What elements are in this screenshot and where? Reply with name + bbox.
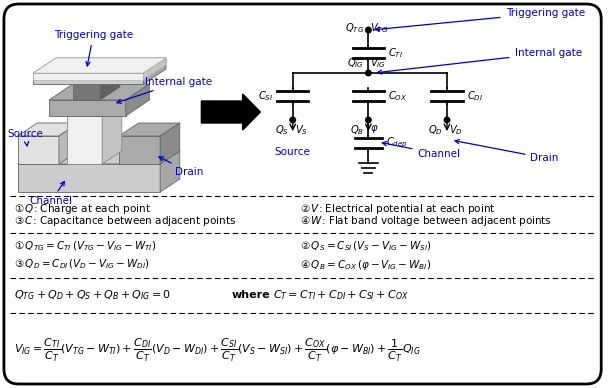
Circle shape (290, 117, 296, 123)
Text: ④$\,Q_B = C_{OX}\,(\varphi - V_{IG} - W_{BI})$: ④$\,Q_B = C_{OX}\,(\varphi - V_{IG} - W_… (299, 258, 431, 272)
Polygon shape (18, 151, 180, 164)
Text: Channel: Channel (383, 142, 461, 159)
Text: $Q_B$: $Q_B$ (351, 123, 365, 137)
Polygon shape (18, 123, 79, 136)
Polygon shape (18, 164, 160, 192)
Text: Source: Source (8, 129, 44, 146)
Text: $V_{IG}$: $V_{IG}$ (370, 56, 386, 70)
Polygon shape (49, 84, 149, 100)
Text: Internal gate: Internal gate (378, 48, 582, 74)
Polygon shape (119, 136, 160, 164)
Text: $V_{TG}$: $V_{TG}$ (370, 21, 389, 35)
Text: $\varphi$: $\varphi$ (370, 123, 379, 135)
Text: ③$\,Q_D = C_{DI}\,(V_D - V_{IG} - W_{DI})$: ③$\,Q_D = C_{DI}\,(V_D - V_{IG} - W_{DI}… (14, 258, 150, 271)
Polygon shape (59, 123, 79, 164)
Polygon shape (144, 58, 166, 84)
Circle shape (366, 27, 371, 33)
Polygon shape (33, 58, 166, 73)
Circle shape (366, 117, 371, 123)
Text: $Q_{TG}$: $Q_{TG}$ (345, 21, 365, 35)
Text: where: where (232, 291, 270, 300)
FancyBboxPatch shape (4, 4, 601, 384)
Polygon shape (100, 67, 120, 100)
Text: $C_{TI}$: $C_{TI}$ (388, 46, 403, 60)
Text: $C_{OX}$: $C_{OX}$ (388, 89, 407, 103)
Polygon shape (73, 67, 120, 80)
Polygon shape (160, 151, 180, 192)
Text: ①$\,Q$: Charge at each point: ①$\,Q$: Charge at each point (14, 201, 151, 215)
Text: ①$\,Q_{TG} = C_{TI}\,(V_{TG} - V_{IG} - W_{TI})$: ①$\,Q_{TG} = C_{TI}\,(V_{TG} - V_{IG} - … (14, 240, 156, 253)
Text: $C_{dep}$: $C_{dep}$ (386, 136, 408, 150)
Text: $C_{DI}$: $C_{DI}$ (466, 89, 483, 103)
Text: Drain: Drain (455, 140, 559, 163)
Text: $V_S$: $V_S$ (294, 123, 308, 137)
Text: Channel: Channel (30, 182, 73, 206)
Text: $Q_S$: $Q_S$ (275, 123, 289, 137)
Polygon shape (67, 103, 122, 116)
Polygon shape (73, 80, 100, 100)
Text: Source: Source (275, 147, 310, 157)
Polygon shape (67, 116, 102, 164)
Text: Triggering gate: Triggering gate (376, 8, 585, 31)
Text: Drain: Drain (159, 157, 203, 177)
Polygon shape (119, 123, 180, 136)
Polygon shape (126, 84, 149, 116)
Text: ②$\,V$: Electrical potential at each point: ②$\,V$: Electrical potential at each poi… (299, 201, 495, 215)
Circle shape (444, 117, 450, 123)
Text: ③$\,C$: Capacitance between adjacent points: ③$\,C$: Capacitance between adjacent poi… (14, 213, 236, 227)
Text: $Q_{TG} + Q_D + Q_S + Q_B + Q_{IG} = 0$: $Q_{TG} + Q_D + Q_S + Q_B + Q_{IG} = 0$ (14, 289, 171, 302)
Polygon shape (18, 136, 59, 164)
Text: Internal gate: Internal gate (117, 77, 213, 103)
Polygon shape (33, 73, 144, 80)
Polygon shape (49, 100, 126, 116)
Text: ④$\,W$: Flat band voltage between adjacent points: ④$\,W$: Flat band voltage between adjace… (299, 213, 551, 227)
Circle shape (366, 70, 371, 76)
Text: $C_T = C_{TI} + C_{DI} + C_{SI} + C_{OX}$: $C_T = C_{TI} + C_{DI} + C_{SI} + C_{OX}… (273, 289, 408, 302)
Text: ②$\,Q_S = C_{SI}\,(V_S - V_{IG} - W_{SI})$: ②$\,Q_S = C_{SI}\,(V_S - V_{IG} - W_{SI}… (299, 240, 432, 253)
Text: Triggering gate: Triggering gate (54, 30, 133, 66)
Polygon shape (144, 58, 166, 80)
Text: $Q_D$: $Q_D$ (428, 123, 443, 137)
Polygon shape (33, 58, 166, 73)
Polygon shape (160, 123, 180, 164)
Text: $Q_{IG}$: $Q_{IG}$ (347, 56, 365, 70)
FancyArrow shape (201, 94, 261, 130)
Text: $V_{IG} = \dfrac{C_{TI}}{C_T}(V_{TG}-W_{TI})+\dfrac{C_{DI}}{C_T}(V_D-W_{DI})+\df: $V_{IG} = \dfrac{C_{TI}}{C_T}(V_{TG}-W_{… (14, 337, 421, 364)
Text: $V_D$: $V_D$ (449, 123, 463, 137)
Text: $C_{SI}$: $C_{SI}$ (257, 89, 273, 103)
Polygon shape (102, 103, 122, 164)
Polygon shape (33, 73, 144, 84)
